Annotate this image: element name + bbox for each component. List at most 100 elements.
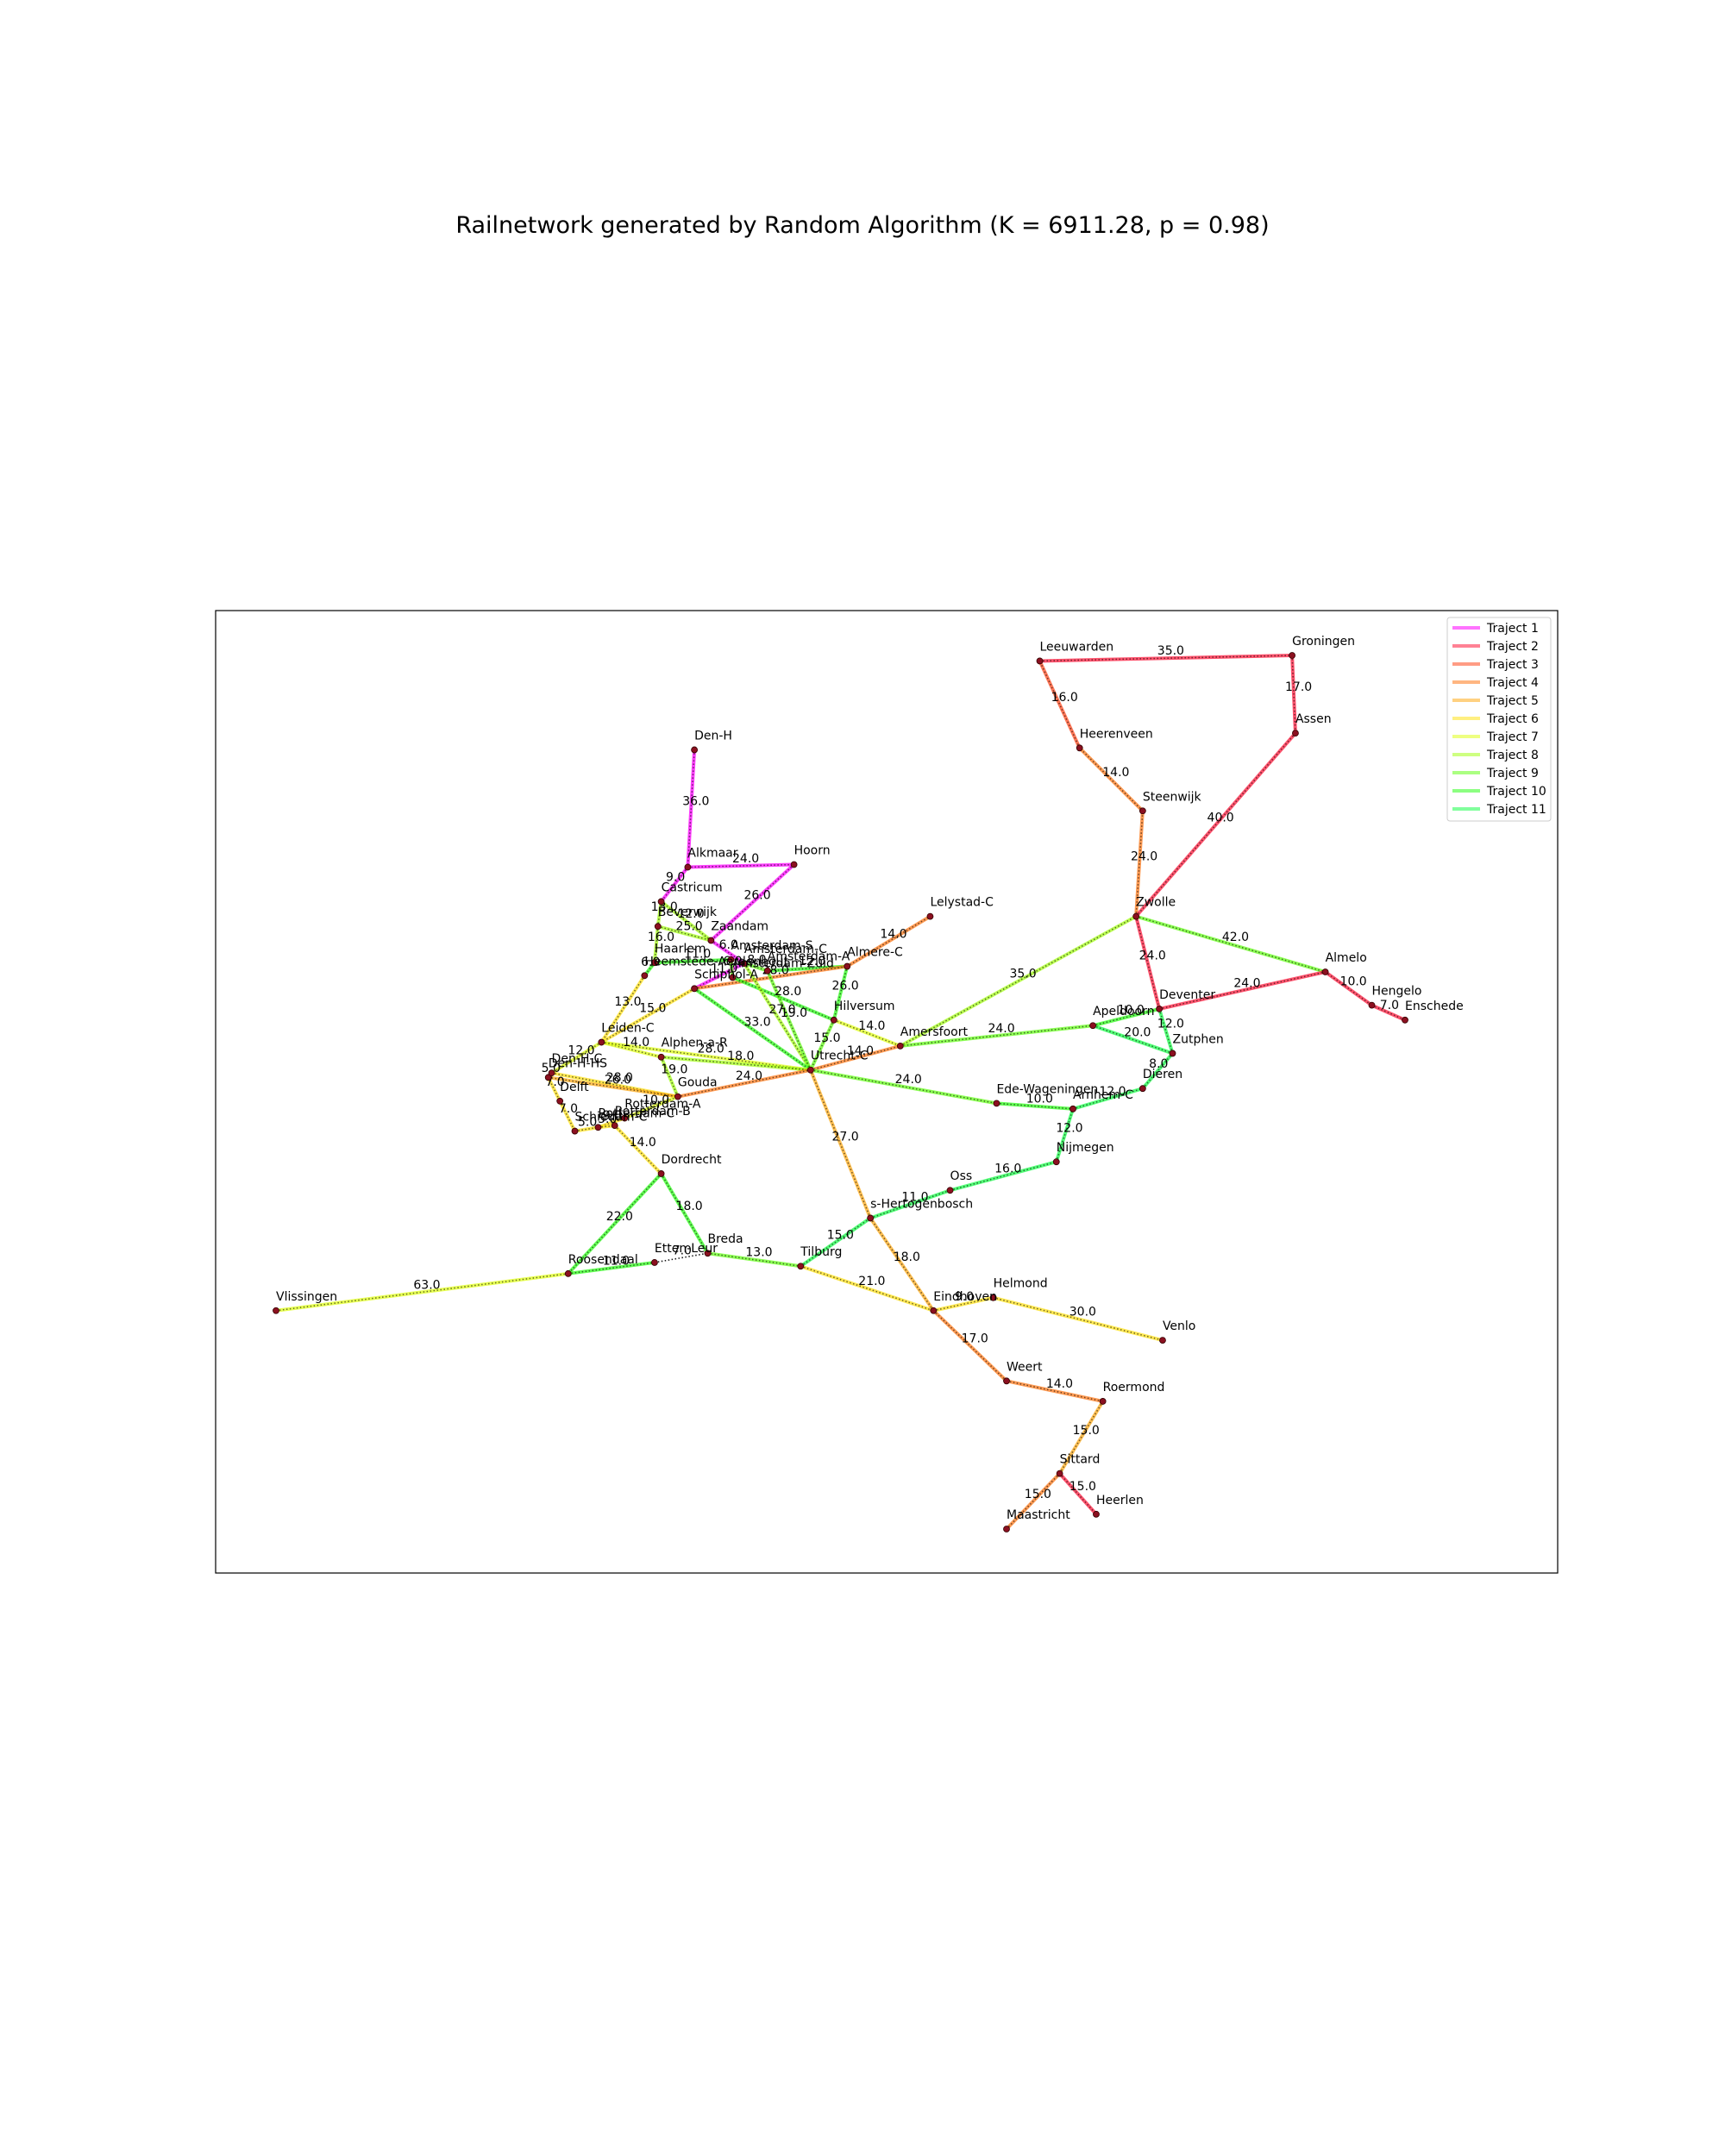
connection-dots-Utrecht-C-Ede-Wageningen xyxy=(810,1069,997,1105)
connection-dots-s-Hertogenbosch-Utrecht-C xyxy=(810,1069,871,1219)
station-label-Leiden-C: Leiden-C xyxy=(601,1022,654,1036)
legend-label-3: Traject 3 xyxy=(1486,658,1539,672)
distance-label: 24.0 xyxy=(736,1069,762,1083)
station-label-Venlo: Venlo xyxy=(1163,1319,1195,1333)
station-node-Rotterdam-C xyxy=(594,1124,602,1131)
connection-dots-Alkmaar-Hoorn xyxy=(687,863,794,868)
distance-label: 13.0 xyxy=(614,995,641,1009)
connection-dots-Amsterdam-A-Utrecht-C xyxy=(767,970,812,1071)
distance-label: 24.0 xyxy=(895,1073,922,1087)
distance-label: 36.0 xyxy=(682,794,709,808)
station-label-Heerlen: Heerlen xyxy=(1096,1494,1144,1507)
distance-label: 17.0 xyxy=(962,1332,988,1346)
station-node-Alphen-a-R xyxy=(657,1053,665,1061)
connection-dots-Etten-Leur-Breda xyxy=(654,1252,708,1263)
station-label-Alkmaar: Alkmaar xyxy=(687,847,737,861)
station-label-Oss: Oss xyxy=(950,1169,973,1183)
distance-label: 13.0 xyxy=(651,900,678,914)
station-node-Zaandam xyxy=(707,937,715,944)
connection-dots-Alphen-a-R-Gouda xyxy=(660,1056,679,1097)
distance-label: 10.0 xyxy=(1026,1093,1053,1106)
connection-dots-Zutphen-Apeldoorn xyxy=(1092,1025,1173,1055)
distance-label: 35.0 xyxy=(1157,644,1184,658)
station-label-Lelystad-C: Lelystad-C xyxy=(930,896,994,910)
legend: Traject 1 Traject 2 Traject 3 Traject 4 Traj… xyxy=(1446,617,1552,822)
station-label-Zaandam: Zaandam xyxy=(711,920,768,934)
distance-label: 11.0 xyxy=(603,1254,630,1268)
station-label-Etten-Leur: Etten-Leur xyxy=(655,1242,718,1256)
distance-label: 22.0 xyxy=(606,1210,633,1224)
distance-label: 5.0 xyxy=(578,1115,597,1129)
station-node-Castricum xyxy=(657,898,665,906)
station-node-Hengelo xyxy=(1368,1001,1376,1009)
distance-label: 16.0 xyxy=(1051,691,1078,705)
station-label-Schiedam-C: Schiedam-C xyxy=(575,1111,648,1125)
station-node-Venlo xyxy=(1159,1337,1166,1344)
station-label-Amsterdam-Zuid: Amsterdam-Zuid xyxy=(732,956,834,970)
station-label-Alphen-a-R: Alphen-a-R xyxy=(662,1037,728,1050)
station-label-Amsterdam-S: Amsterdam-S xyxy=(731,939,812,953)
station-label-Rotterdam-B: Rotterdam-B xyxy=(615,1105,691,1119)
distance-label: 42.0 xyxy=(1222,931,1249,944)
station-node-Schiedam-C xyxy=(571,1127,579,1135)
connection-dots-Leiden-C-Utrecht-C xyxy=(601,1041,811,1071)
station-node-Haarlem xyxy=(651,959,658,967)
connection-dots-Apeldoorn-Deventer xyxy=(1092,1008,1160,1027)
station-label-Delft: Delft xyxy=(560,1081,589,1094)
connection-dots-Dordrecht-Breda xyxy=(660,1173,709,1254)
legend-label-7: Traject 7 xyxy=(1486,730,1539,744)
station-node-Vlissingen xyxy=(273,1307,279,1314)
connection-dots-Zutphen-Deventer xyxy=(1158,1008,1174,1054)
station-node-Sittard xyxy=(1056,1470,1063,1477)
station-node-Gouda xyxy=(674,1093,681,1100)
distance-label: 27.0 xyxy=(832,1131,859,1144)
distance-label: 28.0 xyxy=(698,1043,724,1056)
station-node-Beverwijk xyxy=(654,923,662,931)
station-label-Weert: Weert xyxy=(1007,1360,1043,1374)
station-label-Heemstede-Aerdenhout: Heemstede-Aerdenhout xyxy=(644,955,788,968)
connection-Eindhoven-Weert xyxy=(932,1309,1008,1382)
station-node-Lelystad-C xyxy=(926,912,934,920)
distance-label: 17.0 xyxy=(1285,680,1312,694)
connection-dots-Amsterdam-Zuid-Hilversum xyxy=(732,976,835,1021)
station-node-Amsterdam-A xyxy=(763,967,771,975)
station-label-Apeldoorn: Apeldoorn xyxy=(1093,1005,1154,1018)
station-label-Roosendaal: Roosendaal xyxy=(568,1253,638,1267)
station-node-Arnhem-C xyxy=(1070,1105,1076,1112)
legend-label-11: Traject 11 xyxy=(1486,803,1546,817)
distance-label: 24.0 xyxy=(1233,976,1260,990)
station-node-Delft xyxy=(556,1097,564,1105)
connection-dots-Schiedam-C-Rotterdam-C xyxy=(574,1126,599,1132)
station-label-Zutphen: Zutphen xyxy=(1173,1032,1224,1046)
connection-dots-Hilversum-Utrecht-C xyxy=(810,1019,835,1071)
connection-dots-Den-H-HS-Delft xyxy=(547,1076,561,1102)
distance-label: 7.0 xyxy=(673,1244,692,1258)
distance-label: 33.0 xyxy=(743,1016,770,1030)
connection-dots-Zwolle-Deventer xyxy=(1135,916,1160,1010)
station-node-Heemstede-Aerdenhout xyxy=(641,972,649,980)
distance-label: 19.0 xyxy=(661,1063,687,1077)
station-node-Apeldoorn xyxy=(1089,1022,1096,1030)
distance-label: 24.0 xyxy=(1139,949,1166,962)
connection-dots-Leiden-C-Den-H-C xyxy=(551,1041,602,1074)
connection-dots-Almere-C-Lelystad-C xyxy=(846,915,931,968)
connection-Breda-Tilburg xyxy=(707,1251,801,1269)
distance-label: 28.0 xyxy=(606,1071,633,1085)
station-node-Den-H-HS xyxy=(544,1074,552,1081)
connection-dots-Amsterdam-C-Utrecht-C xyxy=(743,962,812,1071)
station-label-Vlissingen: Vlissingen xyxy=(276,1290,337,1304)
distance-label: 28.0 xyxy=(762,963,789,977)
distance-label: 12.0 xyxy=(677,907,704,921)
distance-label: 16.0 xyxy=(648,931,674,944)
distance-label: 9.0 xyxy=(955,1290,974,1304)
legend-label-9: Traject 9 xyxy=(1486,767,1539,780)
station-node-Breda xyxy=(704,1250,712,1257)
connection-dots-Leeuwarden-Groningen xyxy=(1039,655,1293,662)
connection-dots-Amsterdam-C-Schiphol-A xyxy=(693,962,745,990)
station-node-Amsterdam-C xyxy=(740,960,748,968)
connection-layer xyxy=(275,654,1406,1531)
station-node-Amsterdam-S xyxy=(727,956,735,963)
station-label-Tilburg: Tilburg xyxy=(800,1245,842,1259)
station-label-Sittard: Sittard xyxy=(1060,1453,1101,1467)
distance-label: 25.0 xyxy=(676,919,703,933)
